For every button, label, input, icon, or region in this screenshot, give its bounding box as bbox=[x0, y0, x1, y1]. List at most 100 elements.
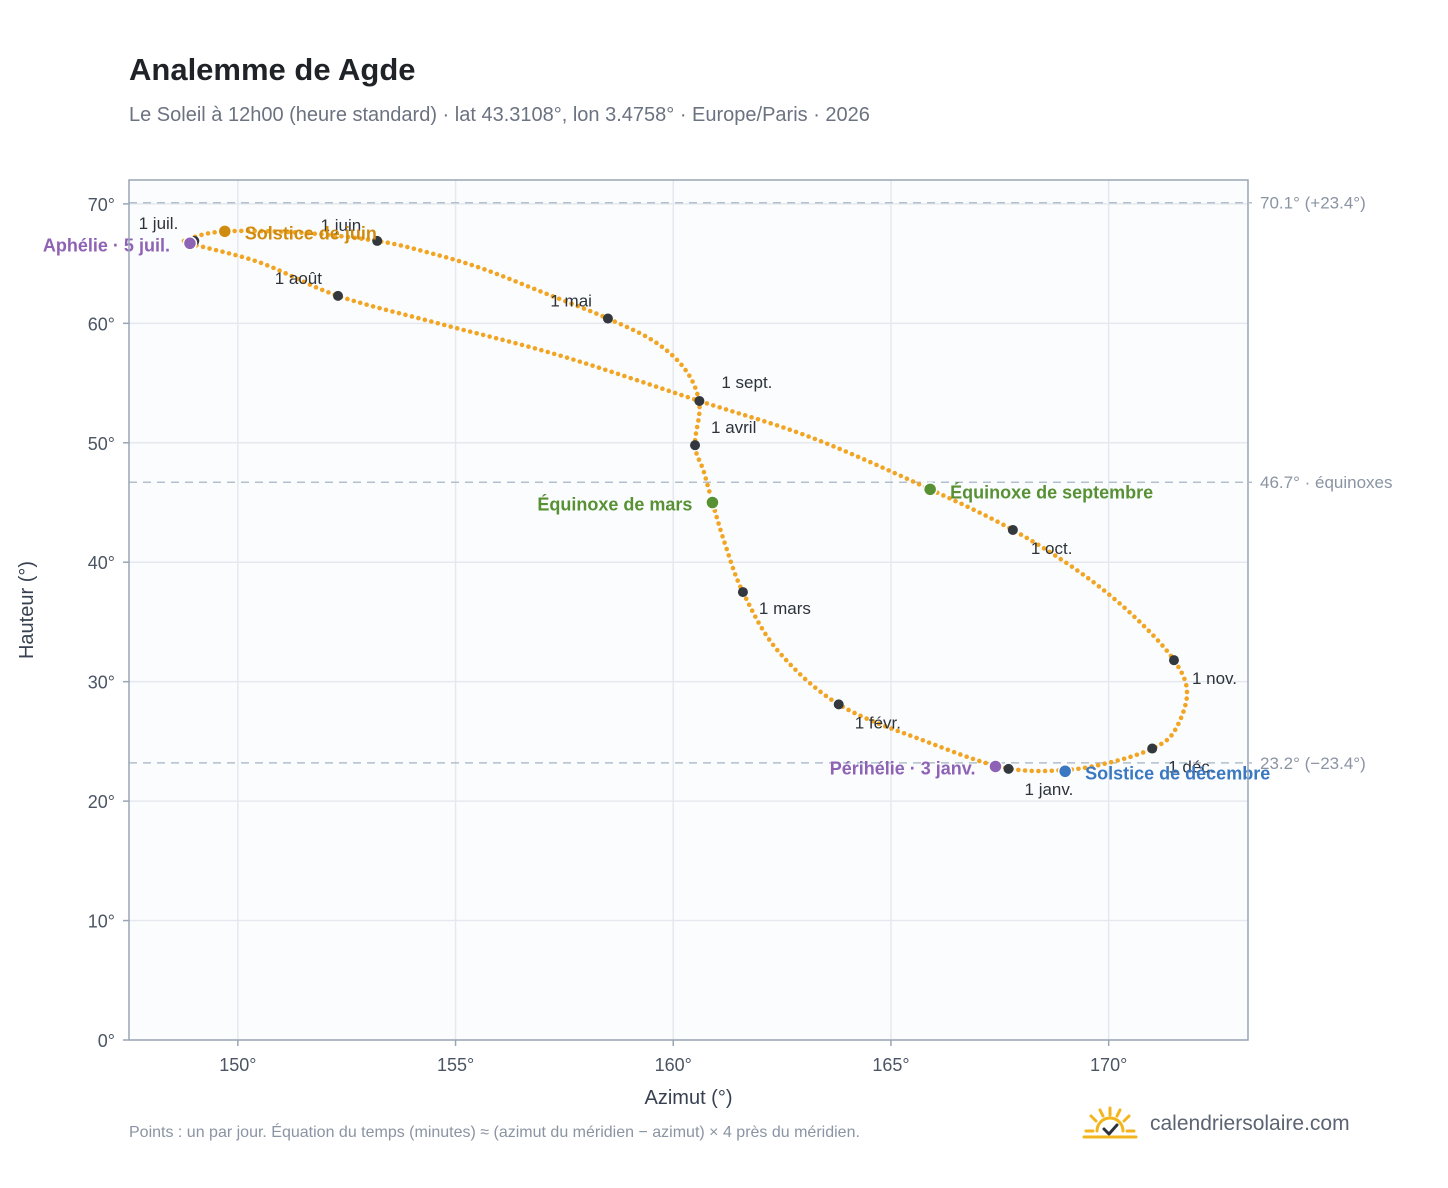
month-label: 1 déc. bbox=[1168, 758, 1214, 777]
daily-point bbox=[609, 369, 614, 375]
daily-point bbox=[385, 240, 391, 246]
daily-point bbox=[870, 718, 876, 724]
daily-point bbox=[752, 614, 758, 619]
daily-point bbox=[723, 407, 729, 412]
daily-point bbox=[531, 286, 537, 292]
daily-point bbox=[694, 451, 699, 456]
daily-point bbox=[357, 300, 363, 306]
daily-point bbox=[846, 707, 851, 713]
daily-point bbox=[664, 348, 670, 354]
daily-point bbox=[556, 296, 562, 302]
daily-point bbox=[259, 228, 264, 234]
daily-point bbox=[383, 307, 389, 313]
daily-point bbox=[199, 232, 204, 238]
daily-point bbox=[467, 329, 473, 334]
event-marker bbox=[182, 236, 198, 251]
daily-point bbox=[403, 312, 408, 318]
month-marker bbox=[690, 440, 701, 451]
daily-point bbox=[583, 361, 589, 366]
daily-point bbox=[1164, 648, 1170, 653]
reference-line-label: 70.1° (+23.4°) bbox=[1260, 194, 1366, 213]
daily-point bbox=[532, 346, 538, 351]
daily-point bbox=[289, 273, 295, 279]
daily-point bbox=[1052, 553, 1058, 558]
daily-point bbox=[1041, 546, 1047, 551]
daily-point bbox=[696, 411, 702, 417]
daily-point bbox=[716, 521, 721, 526]
daily-point bbox=[319, 287, 325, 293]
event-label: Solstice de juin bbox=[245, 223, 377, 243]
daily-point bbox=[628, 375, 634, 381]
daily-point bbox=[392, 241, 397, 247]
daily-point bbox=[1128, 754, 1133, 760]
daily-point bbox=[1117, 601, 1122, 606]
plot-frame bbox=[128, 179, 1249, 1041]
daily-point bbox=[720, 534, 725, 539]
chart-title: Analemme de Agde bbox=[129, 52, 416, 87]
daily-point bbox=[239, 254, 245, 260]
daily-point bbox=[1089, 764, 1094, 769]
daily-point bbox=[359, 236, 364, 241]
daily-point bbox=[1159, 741, 1164, 747]
daily-point bbox=[507, 276, 512, 282]
daily-point bbox=[301, 279, 307, 285]
daily-point bbox=[855, 454, 861, 460]
month-marker bbox=[1007, 524, 1018, 535]
daily-point bbox=[1136, 619, 1142, 624]
daily-point bbox=[519, 281, 525, 287]
brand[interactable]: calendriersolaire.com bbox=[1082, 1104, 1350, 1144]
daily-point bbox=[762, 419, 767, 424]
daily-point bbox=[232, 228, 237, 234]
month-marker bbox=[372, 235, 383, 246]
daily-point bbox=[443, 255, 449, 260]
daily-point bbox=[1024, 535, 1030, 541]
daily-point bbox=[526, 344, 531, 349]
daily-point bbox=[693, 431, 699, 436]
month-label: 1 août bbox=[275, 269, 323, 288]
event-markers: Solstice de juin Aphélie · 5 juil. Équinox… bbox=[43, 223, 1270, 783]
daily-point bbox=[636, 330, 642, 336]
daily-point bbox=[252, 228, 257, 234]
daily-point bbox=[437, 253, 443, 258]
daily-point bbox=[774, 423, 780, 428]
daily-point bbox=[602, 367, 608, 373]
daily-point bbox=[876, 721, 882, 727]
daily-point bbox=[295, 276, 301, 282]
daily-point bbox=[1022, 768, 1028, 773]
month-marker bbox=[833, 699, 844, 710]
daily-point bbox=[825, 441, 830, 447]
daily-point bbox=[977, 510, 982, 515]
daily-point bbox=[730, 409, 735, 414]
month-label: 1 janv. bbox=[1025, 780, 1074, 799]
daily-point bbox=[279, 229, 284, 234]
daily-point bbox=[726, 553, 732, 558]
daily-point bbox=[1030, 539, 1035, 544]
daily-point bbox=[448, 324, 454, 329]
daily-point bbox=[430, 251, 436, 257]
daily-point bbox=[1155, 638, 1161, 643]
daily-point bbox=[622, 373, 627, 379]
daily-point bbox=[245, 228, 251, 234]
daily-point bbox=[864, 716, 869, 721]
daily-point bbox=[749, 608, 755, 614]
daily-point bbox=[910, 479, 916, 484]
x-tick-label: 150° bbox=[219, 1055, 256, 1075]
daily-point bbox=[690, 379, 695, 384]
daily-point bbox=[285, 229, 291, 235]
daily-point bbox=[339, 233, 344, 239]
daily-point bbox=[941, 493, 946, 498]
daily-point bbox=[615, 371, 621, 377]
daily-point bbox=[787, 427, 793, 432]
daily-point bbox=[858, 713, 863, 719]
daily-point bbox=[1176, 664, 1181, 670]
daily-point bbox=[710, 403, 716, 408]
daily-point bbox=[1176, 721, 1181, 727]
daily-point bbox=[779, 652, 784, 658]
daily-point bbox=[959, 501, 964, 507]
daily-point bbox=[892, 470, 898, 476]
month-marker bbox=[1003, 763, 1014, 774]
daily-point bbox=[475, 264, 481, 270]
daily-point bbox=[469, 262, 475, 268]
daily-point bbox=[213, 247, 219, 253]
daily-point bbox=[699, 463, 704, 469]
